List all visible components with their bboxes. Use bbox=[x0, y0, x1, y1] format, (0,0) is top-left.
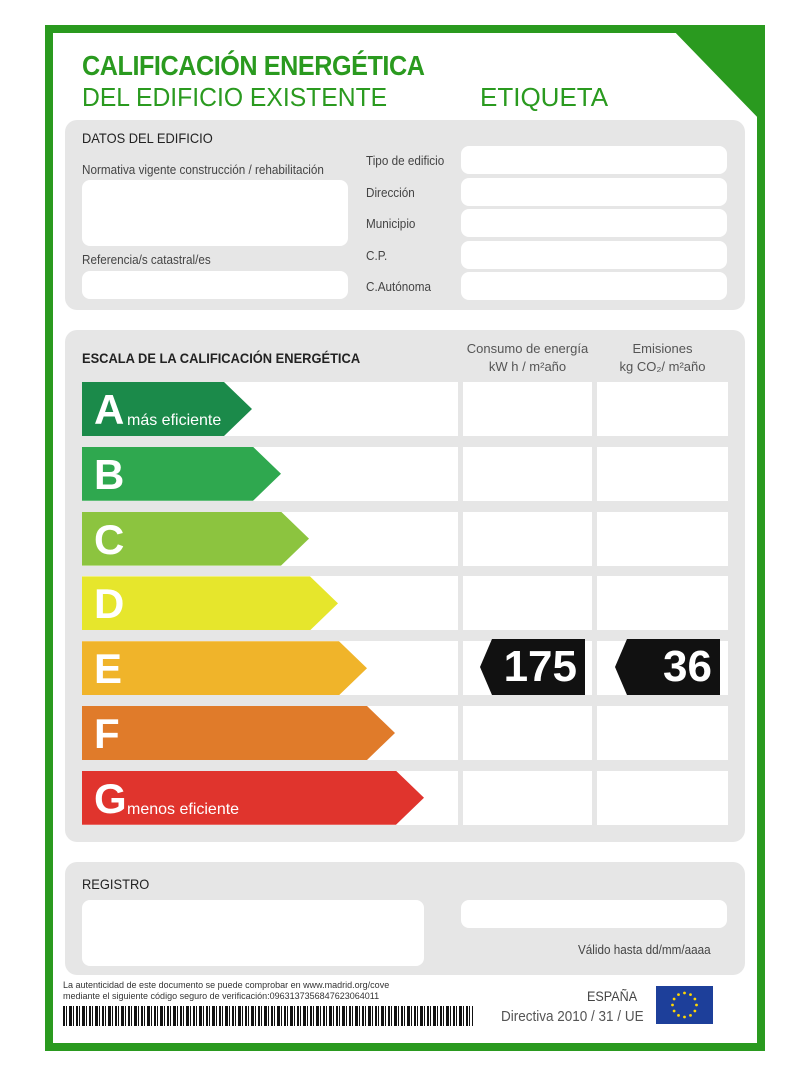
datos-heading: DATOS DEL EDIFICIO bbox=[82, 130, 213, 146]
field-input[interactable] bbox=[461, 209, 727, 237]
consumo-unit: kW h / m²año bbox=[488, 359, 567, 374]
valido-field[interactable] bbox=[461, 900, 727, 928]
field-input[interactable] bbox=[461, 272, 727, 300]
etiqueta-label: ETIQUETA bbox=[480, 82, 609, 112]
consumo-cell bbox=[463, 511, 592, 566]
rating-letter: A bbox=[94, 386, 125, 433]
emisiones-header: Emisiones kg CO₂/ m²año bbox=[597, 340, 728, 376]
field-label: C.Autónoma bbox=[366, 279, 432, 294]
rating-arrow-f: F bbox=[82, 706, 395, 760]
barcode bbox=[63, 1006, 473, 1026]
normativa-label: Normativa vigente construcción / rehabil… bbox=[82, 162, 324, 177]
rating-letter: F bbox=[94, 710, 120, 757]
rating-letter: C bbox=[94, 515, 125, 563]
emisiones-cell bbox=[597, 382, 728, 436]
country-label: ESPAÑA bbox=[587, 988, 638, 1004]
emisiones-cell bbox=[597, 576, 728, 631]
authenticity-text: La autenticidad de este documento se pue… bbox=[63, 980, 390, 990]
title: CALIFICACIÓN ENERGÉTICA bbox=[82, 50, 425, 81]
consumo-cell bbox=[463, 706, 592, 760]
referencia-label: Referencia/s catastral/es bbox=[82, 252, 211, 267]
rating-arrow-c: C bbox=[82, 512, 309, 566]
rating-arrow-e: E bbox=[82, 641, 367, 695]
registro-field[interactable] bbox=[82, 900, 424, 966]
consumo-cell bbox=[463, 382, 592, 436]
directive-label: Directiva 2010 / 31 / UE bbox=[501, 1008, 644, 1025]
consumo-cell bbox=[463, 576, 592, 631]
subtitle: DEL EDIFICIO EXISTENTE bbox=[82, 82, 388, 112]
field-label: Municipio bbox=[366, 216, 416, 231]
escala-heading: ESCALA DE LA CALIFICACIÓN ENERGÉTICA bbox=[82, 350, 361, 366]
field-input[interactable] bbox=[461, 177, 727, 206]
rating-letter: E bbox=[94, 645, 123, 693]
rating-arrow-d: D bbox=[82, 576, 338, 630]
emisiones-cell bbox=[597, 446, 728, 501]
rating-letter: B bbox=[94, 450, 125, 498]
emisiones-cell bbox=[597, 511, 728, 566]
emisiones-header-line1: Emisiones bbox=[632, 341, 693, 356]
consumo-value-badge: 175 bbox=[480, 639, 585, 695]
rating-arrow-b: B bbox=[82, 447, 281, 501]
emisiones-cell bbox=[597, 706, 728, 760]
consumo-cell bbox=[463, 446, 592, 501]
consumo-header-line1: Consumo de energía bbox=[466, 341, 589, 356]
registro-heading: REGISTRO bbox=[82, 876, 150, 892]
rating-letter: G bbox=[94, 774, 127, 822]
field-label: Tipo de edificio bbox=[366, 153, 445, 168]
field-label: Dirección bbox=[366, 184, 415, 200]
rating-letter: D bbox=[94, 580, 125, 628]
consumo-header: Consumo de energía kW h / m²año bbox=[463, 340, 592, 376]
rating-subtitle: menos eficiente bbox=[127, 800, 240, 818]
field-input[interactable] bbox=[461, 240, 727, 269]
valido-label: Válido hasta dd/mm/aaaa bbox=[578, 942, 711, 957]
consumo-cell bbox=[463, 770, 592, 825]
emisiones-cell bbox=[597, 770, 728, 825]
normativa-field[interactable] bbox=[82, 180, 348, 246]
field-input[interactable] bbox=[461, 146, 727, 174]
eu-flag-icon bbox=[656, 986, 713, 1024]
field-label: C.P. bbox=[366, 247, 388, 263]
rating-subtitle: más eficiente bbox=[127, 412, 222, 429]
verification-code-text: mediante el siguiente código seguro de v… bbox=[63, 991, 380, 1001]
emisiones-value-badge: 36 bbox=[615, 639, 720, 695]
emisiones-unit: kg CO₂/ m²año bbox=[619, 359, 706, 374]
referencia-field[interactable] bbox=[82, 271, 348, 299]
